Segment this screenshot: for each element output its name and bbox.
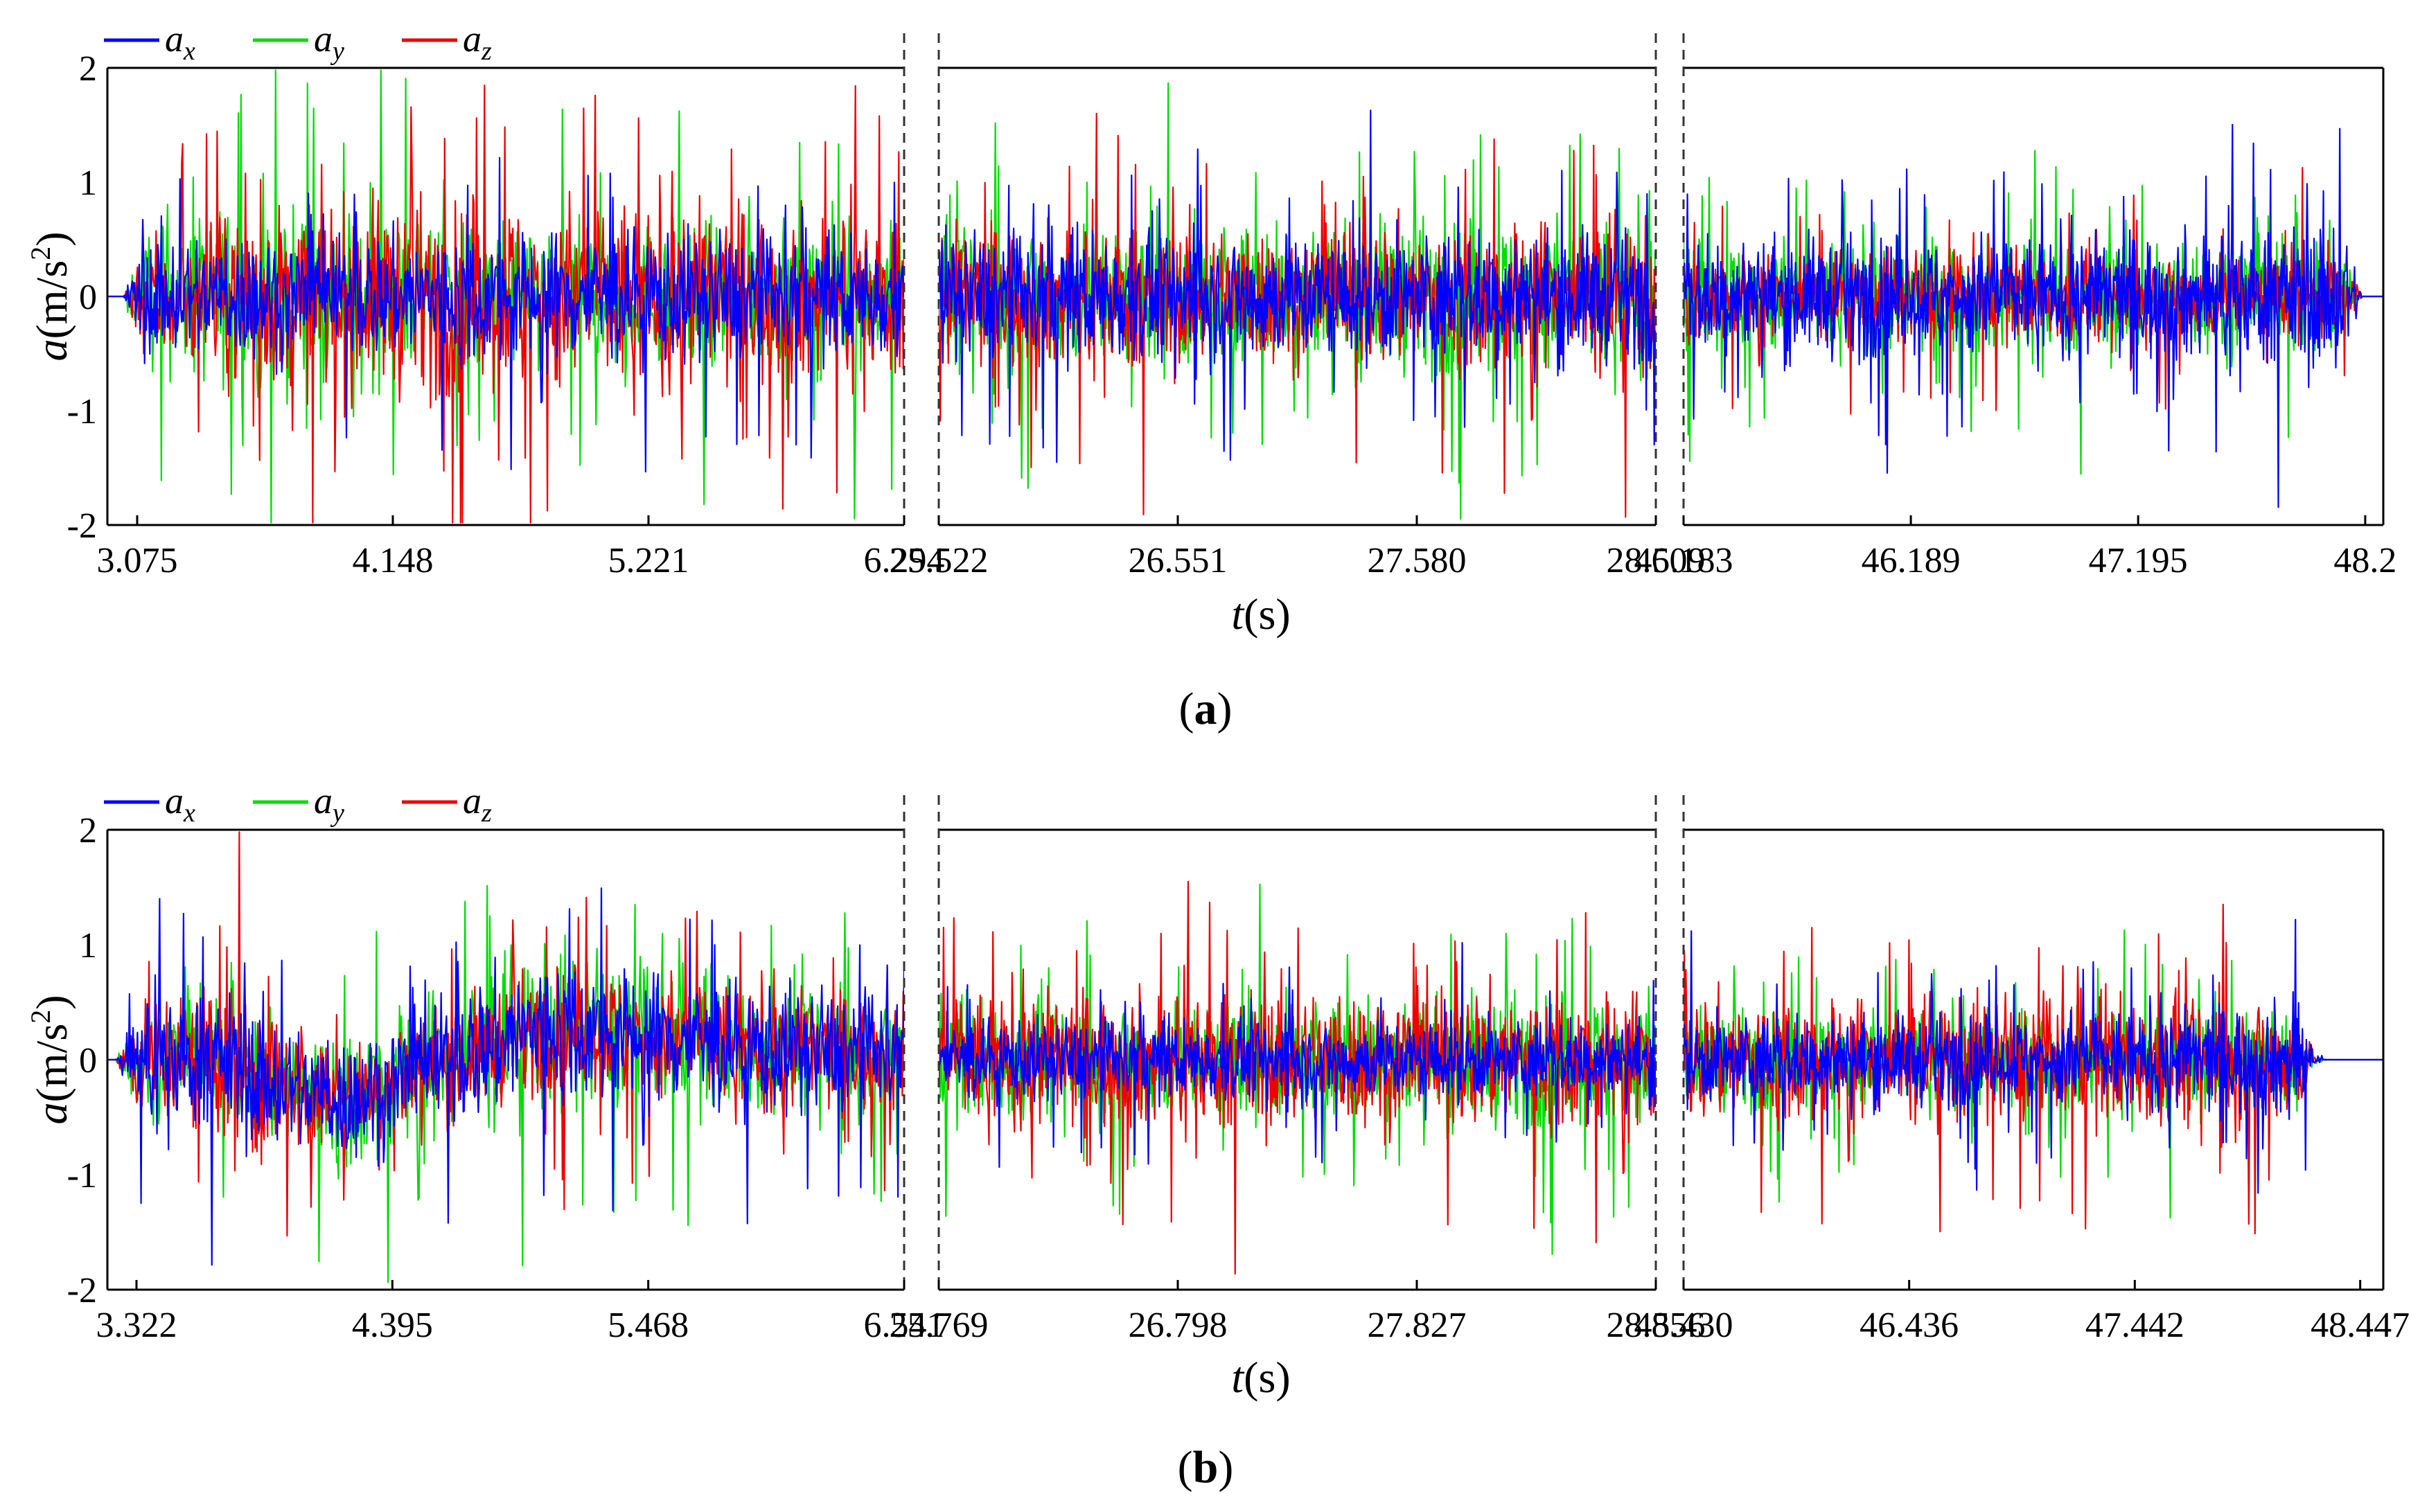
x-tick-label: 25.769 [890, 1306, 989, 1345]
y-tick-label: -1 [67, 1156, 97, 1195]
chart-segment: 45.183 46.189 47.195 48.2 [1634, 33, 2396, 580]
series-traces [1684, 903, 2383, 1235]
legend: ax ay az [104, 780, 492, 828]
legend-label-a_x: ax [165, 18, 195, 66]
x-tick-label: 3.322 [96, 1306, 177, 1345]
x-axis-title: t(s) [1231, 1353, 1290, 1402]
x-tick-label: 5.221 [608, 541, 689, 580]
chart-segment: 3.322 4.395 5.468 6.541 [96, 795, 945, 1345]
series-a_z [939, 880, 1656, 1275]
x-tick-label: 46.189 [1862, 541, 1961, 580]
series-traces [939, 880, 1656, 1275]
x-tick-label: 4.395 [352, 1306, 433, 1345]
y-tick-label: -1 [67, 392, 97, 432]
x-tick-label: 26.798 [1129, 1306, 1228, 1345]
x-tick-label: 5.468 [608, 1306, 689, 1345]
y-tick-label: 0 [79, 1041, 97, 1080]
chart-segment: 25.522 26.551 27.580 28.609 [890, 33, 1706, 580]
chart-segment: 3.075 4.148 5.221 6.294 [96, 33, 945, 580]
x-tick-label: 27.580 [1368, 541, 1467, 580]
chart-b: 2 1 0 -1 -2 a(m/s2) 3.322 4.395 5.468 6.54125.769… [25, 780, 2410, 1493]
y-tick-label: 2 [79, 811, 97, 851]
series-a_x [107, 887, 904, 1266]
x-tick-label: 4.148 [352, 541, 433, 580]
x-tick-label: 3.075 [96, 541, 177, 580]
series-traces [1684, 123, 2383, 508]
y-tick-label: 2 [79, 49, 97, 89]
x-tick-label: 6.294 [864, 541, 945, 580]
series-traces [939, 82, 1656, 520]
y-axis-title: a(m/s2) [25, 231, 76, 361]
x-tick-label: 45.430 [1634, 1306, 1733, 1345]
chart-segment: 45.430 46.436 47.442 48.447 [1634, 795, 2410, 1345]
y-axis-title: a(m/s2) [25, 995, 76, 1124]
legend: ax ay az [104, 18, 492, 66]
series-traces [107, 69, 904, 524]
chart-segment: 25.769 26.798 27.827 28.856 [890, 795, 1706, 1345]
y-tick-label: -2 [67, 506, 97, 546]
legend-label-a_z: az [463, 18, 492, 66]
series-a_x [939, 109, 1656, 463]
x-tick-label: 6.541 [864, 1306, 945, 1345]
x-axis-title: t(s) [1231, 589, 1290, 639]
series-traces [107, 831, 904, 1283]
chart-a: 2 1 0 -1 -2 a(m/s2) 3.075 4.148 5.221 6.29425.522… [25, 18, 2396, 734]
x-tick-label: 28.856 [1607, 1306, 1706, 1345]
legend-label-a_y: ay [314, 780, 344, 828]
legend-label-a_x: ax [165, 780, 195, 828]
y-tick-label: -2 [67, 1271, 97, 1310]
y-tick-label: 1 [79, 926, 97, 966]
legend-label-a_z: az [463, 780, 492, 828]
series-a_x [1684, 123, 2383, 508]
x-tick-label: 46.436 [1860, 1306, 1959, 1345]
x-tick-label: 28.609 [1607, 541, 1706, 580]
x-tick-label: 27.827 [1368, 1306, 1467, 1345]
x-tick-label: 48.447 [2311, 1306, 2410, 1345]
x-tick-label: 26.551 [1129, 541, 1228, 580]
x-tick-label: 25.522 [890, 541, 989, 580]
x-tick-label: 45.183 [1634, 541, 1733, 580]
y-tick-label: 0 [79, 278, 97, 317]
series-a_x [939, 942, 1656, 1168]
x-tick-label: 47.195 [2089, 541, 2188, 580]
series-a_x [1684, 918, 2383, 1194]
x-tick-label: 48.2 [2333, 541, 2396, 580]
legend-label-a_y: ay [314, 18, 344, 66]
panel-label: (b) [1178, 1442, 1234, 1493]
panel-label: (a) [1179, 684, 1233, 734]
x-tick-label: 47.442 [2085, 1306, 2184, 1345]
series-a_x [107, 157, 904, 473]
y-tick-label: 1 [79, 163, 97, 203]
